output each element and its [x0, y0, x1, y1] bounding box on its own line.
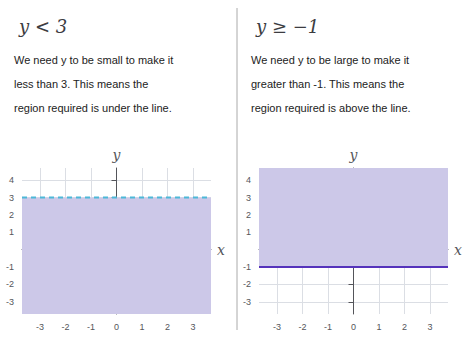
svg-text:y: y: [112, 147, 122, 163]
svg-text:0: 0: [351, 322, 356, 332]
svg-text:3: 3: [246, 193, 251, 203]
svg-text:2: 2: [9, 210, 14, 220]
svg-text:x: x: [217, 242, 225, 258]
svg-text:-2: -2: [6, 279, 14, 289]
svg-text:region required is above the l: region required is above the line.: [251, 102, 411, 114]
svg-text:2: 2: [165, 322, 170, 332]
svg-text:-3: -3: [36, 322, 44, 332]
svg-text:2: 2: [402, 322, 407, 332]
svg-text:-1: -1: [324, 322, 332, 332]
svg-text:-3: -3: [243, 297, 251, 307]
svg-text:-3: -3: [6, 297, 14, 307]
svg-text:1: 1: [9, 227, 14, 237]
svg-text:1: 1: [246, 227, 251, 237]
svg-text:y ≥ −1: y ≥ −1: [255, 16, 319, 37]
svg-text:-1: -1: [87, 322, 95, 332]
svg-text:less than 3. This means the: less than 3. This means the: [14, 78, 148, 90]
svg-text:0: 0: [114, 322, 119, 332]
svg-text:x: x: [454, 242, 462, 258]
svg-text:region required is under the l: region required is under the line.: [14, 102, 172, 114]
svg-text:3: 3: [9, 193, 14, 203]
svg-text:We need y to be small to make: We need y to be small to make it: [14, 54, 173, 66]
svg-text:1: 1: [140, 322, 145, 332]
svg-text:-1: -1: [6, 262, 14, 272]
svg-text:-2: -2: [61, 322, 69, 332]
svg-text:y: y: [349, 147, 359, 163]
svg-text:y < 3: y < 3: [18, 16, 67, 37]
svg-text:greater than -1. This means th: greater than -1. This means the: [251, 78, 404, 90]
svg-text:-3: -3: [273, 322, 281, 332]
svg-text:We need y to be large to make: We need y to be large to make it: [251, 54, 409, 66]
svg-text:3: 3: [428, 322, 433, 332]
svg-text:-2: -2: [298, 322, 306, 332]
svg-text:2: 2: [246, 210, 251, 220]
svg-text:4: 4: [9, 175, 14, 185]
svg-text:1: 1: [377, 322, 382, 332]
svg-text:3: 3: [191, 322, 196, 332]
svg-text:-1: -1: [243, 262, 251, 272]
svg-text:-2: -2: [243, 279, 251, 289]
svg-text:4: 4: [246, 175, 251, 185]
